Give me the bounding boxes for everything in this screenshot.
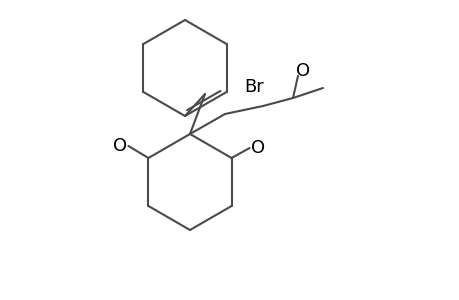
Text: O: O <box>113 137 127 155</box>
Text: O: O <box>295 62 309 80</box>
Text: O: O <box>250 139 264 157</box>
Text: Br: Br <box>244 78 264 96</box>
